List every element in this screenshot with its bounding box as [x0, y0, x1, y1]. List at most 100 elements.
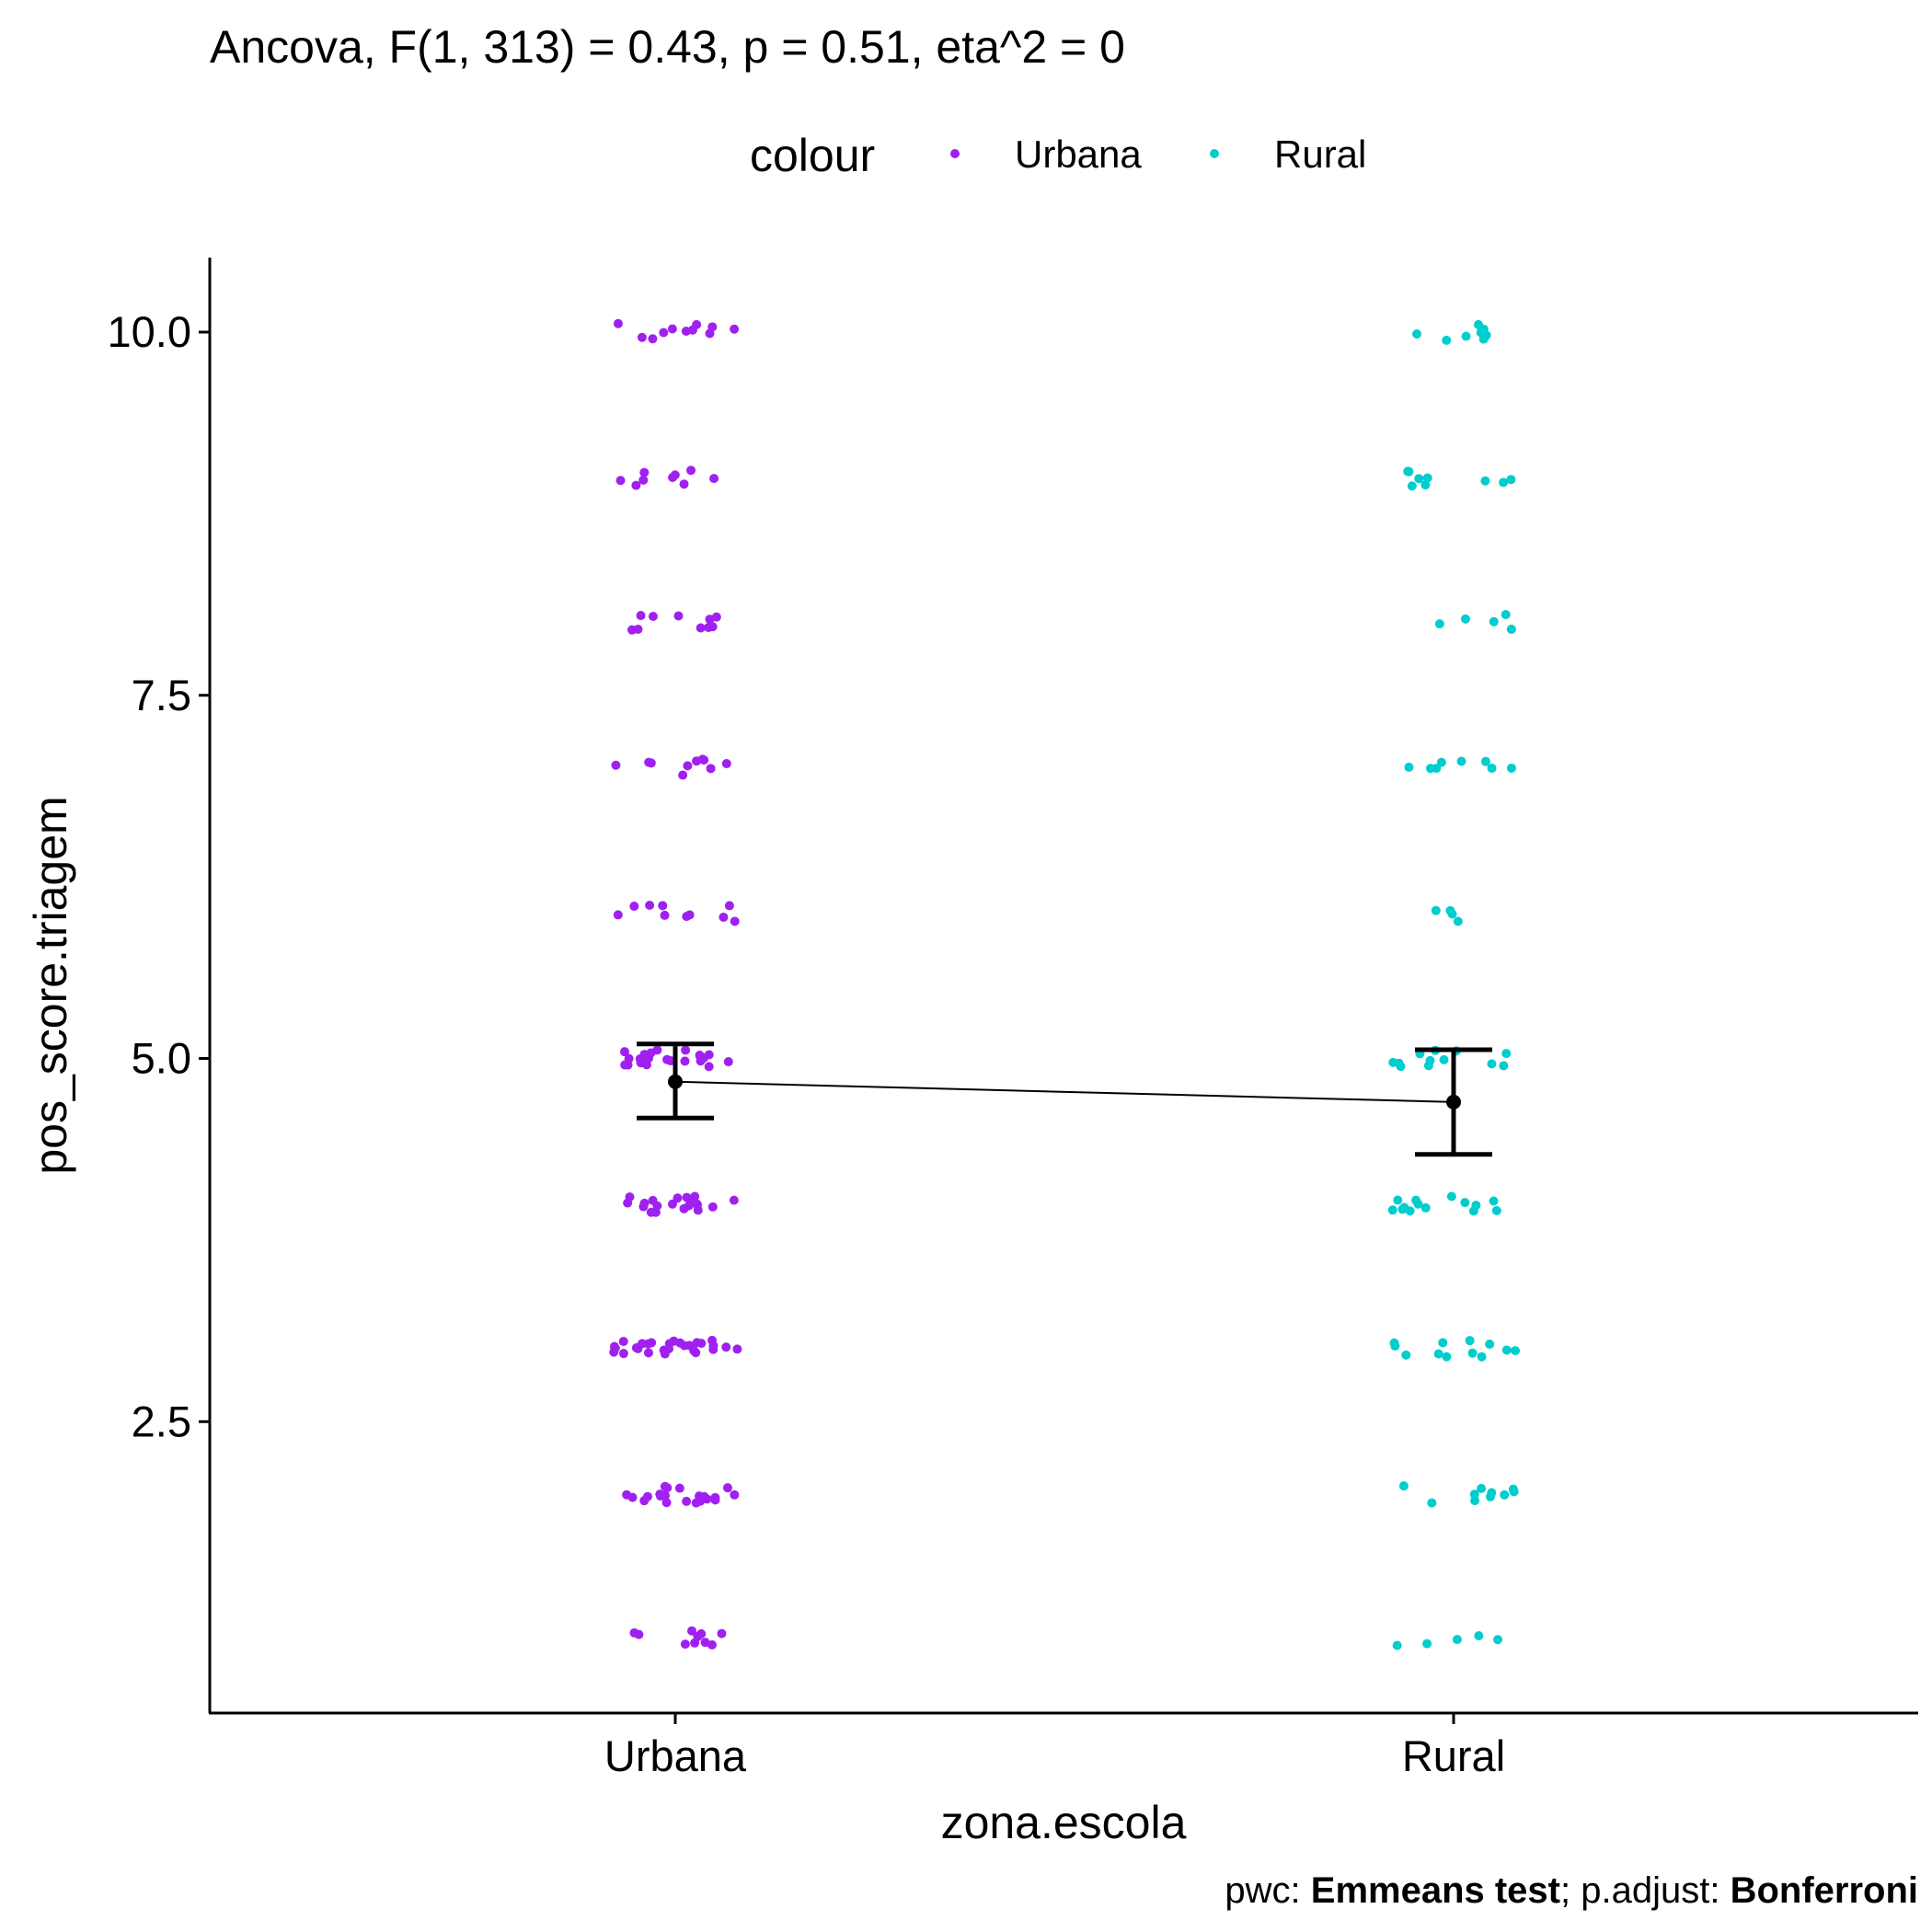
- data-point: [1389, 1338, 1399, 1348]
- caption: pwc: Emmeans test; p.adjust: Bonferroni: [1225, 1870, 1918, 1911]
- data-point: [1489, 1196, 1499, 1206]
- data-point: [729, 1195, 739, 1205]
- data-point: [660, 1481, 670, 1491]
- data-point: [655, 1491, 665, 1501]
- data-point: [1485, 1491, 1495, 1501]
- legend-label: Urbana: [1015, 132, 1142, 176]
- data-point: [696, 1628, 707, 1639]
- caption-part: ; p.adjust:: [1560, 1870, 1731, 1911]
- data-point: [667, 1199, 677, 1209]
- data-point: [613, 910, 623, 920]
- data-point: [634, 1629, 644, 1639]
- data-point: [1460, 614, 1470, 624]
- legend-entries: Urbana Rural: [950, 132, 1366, 176]
- data-point: [711, 612, 721, 622]
- data-point: [707, 1202, 718, 1212]
- data-point: [719, 912, 729, 922]
- data-point: [717, 1628, 727, 1639]
- data-point: [674, 1483, 684, 1493]
- data-point: [1460, 1198, 1470, 1208]
- data-point: [661, 1498, 672, 1508]
- data-point: [667, 324, 677, 334]
- data-point: [696, 623, 706, 633]
- data-point: [1413, 1199, 1423, 1209]
- data-point: [1499, 1061, 1509, 1071]
- x-axis-ticks: Urbana Rural: [604, 1713, 1505, 1780]
- caption-part: Emmeans test: [1311, 1870, 1560, 1911]
- data-point: [680, 1639, 690, 1650]
- chart-title: Ancova, F(1, 313) = 0.43, p = 0.51, eta^…: [210, 21, 1125, 73]
- data-point: [681, 1045, 691, 1055]
- caption-part: Bonferroni: [1731, 1870, 1918, 1911]
- data-point: [1414, 474, 1424, 484]
- data-point: [639, 467, 650, 477]
- data-point: [684, 910, 695, 920]
- data-point: [1422, 473, 1432, 483]
- data-point: [629, 902, 639, 912]
- data-point: [695, 1052, 705, 1062]
- data-point: [658, 901, 668, 911]
- data-point: [1501, 1049, 1512, 1059]
- data-point: [706, 764, 716, 774]
- mean-error-bars: [637, 1041, 1492, 1157]
- data-point: [615, 476, 626, 486]
- legend-title: colour: [750, 130, 875, 181]
- data-point: [641, 1060, 651, 1070]
- data-point: [1473, 319, 1483, 329]
- data-point: [704, 1062, 714, 1072]
- data-point: [1433, 1349, 1443, 1359]
- data-point: [673, 611, 684, 621]
- data-point: [696, 1339, 707, 1349]
- data-point: [1477, 1351, 1487, 1362]
- data-point: [1456, 756, 1466, 766]
- data-point: [724, 901, 734, 911]
- data-point: [660, 910, 670, 920]
- data-point: [659, 1345, 669, 1355]
- data-point: [1452, 1635, 1462, 1645]
- data-point: [1480, 476, 1490, 486]
- data-point: [1500, 1489, 1510, 1500]
- data-point: [680, 1056, 690, 1066]
- data-point: [1442, 1351, 1452, 1362]
- data-point: [1471, 1201, 1481, 1211]
- data-point: [682, 1192, 692, 1202]
- data-point: [1467, 1348, 1478, 1358]
- data-points: [609, 318, 1521, 1650]
- x-tick-label: Urbana: [604, 1731, 747, 1780]
- data-point: [648, 612, 658, 622]
- data-point: [1487, 763, 1497, 773]
- data-point: [1398, 1481, 1409, 1491]
- data-point: [645, 900, 655, 910]
- y-tick-label: 7.5: [132, 671, 191, 719]
- data-point: [1506, 624, 1516, 634]
- data-point: [648, 334, 658, 344]
- data-point: [631, 480, 641, 490]
- data-point: [1442, 335, 1452, 345]
- data-point: [1474, 1630, 1484, 1640]
- data-point: [730, 1489, 740, 1500]
- data-point: [1436, 757, 1446, 767]
- data-point: [611, 760, 621, 770]
- data-point: [1461, 331, 1471, 341]
- data-point: [1511, 1346, 1521, 1356]
- data-point: [710, 1492, 720, 1502]
- data-point: [709, 474, 719, 484]
- data-point: [679, 1340, 689, 1351]
- data-point: [678, 770, 688, 780]
- data-point: [691, 1498, 701, 1508]
- data-point: [1404, 762, 1414, 772]
- data-point: [636, 611, 646, 621]
- data-point: [643, 1348, 653, 1358]
- data-point: [1499, 477, 1509, 488]
- data-point: [730, 324, 740, 334]
- data-point: [609, 1347, 619, 1357]
- data-point: [638, 1202, 649, 1212]
- data-point: [1439, 1054, 1449, 1064]
- y-axis-ticks: 2.5 5.0 7.5 10.0: [108, 307, 210, 1445]
- y-tick-label: 5.0: [132, 1034, 191, 1083]
- data-point: [692, 319, 702, 329]
- data-point: [638, 475, 649, 485]
- data-point: [1489, 616, 1499, 627]
- data-point: [722, 1483, 732, 1493]
- data-point: [1469, 1489, 1479, 1500]
